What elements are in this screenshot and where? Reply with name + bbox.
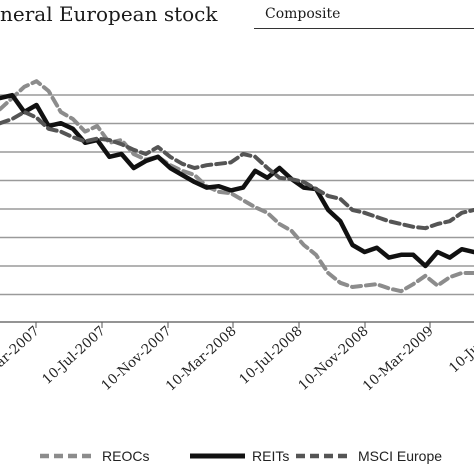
chart-subtitle: Composite bbox=[265, 6, 341, 22]
series-line-reits bbox=[0, 92, 474, 269]
x-tick-label: 10-Jul-20 bbox=[446, 323, 474, 376]
series-line-msci-europe bbox=[0, 110, 474, 231]
series-lines bbox=[0, 79, 474, 294]
gridlines bbox=[0, 94, 474, 323]
x-tick-label: 10-Jul-2007 bbox=[39, 323, 108, 388]
legend: REOCs REITs MSCI Europe bbox=[40, 448, 442, 464]
x-tick-label: 10-Mar-2008 bbox=[163, 323, 240, 394]
series-line-reocs bbox=[0, 79, 474, 294]
legend-label: MSCI Europe bbox=[358, 448, 442, 464]
chart-title: neral European stock bbox=[0, 2, 218, 26]
x-tick-label: 10-Mar-2009 bbox=[360, 323, 437, 394]
legend-label: REITs bbox=[252, 448, 289, 464]
x-tick-label: ar-2007 bbox=[0, 323, 43, 371]
x-tick-label: 10-Jul-2008 bbox=[236, 323, 305, 388]
subtitle-underline bbox=[254, 28, 474, 29]
legend-label: REOCs bbox=[102, 448, 149, 464]
x-axis-ticks: ar-200710-Jul-200710-Nov-200710-Mar-2008… bbox=[0, 322, 474, 395]
